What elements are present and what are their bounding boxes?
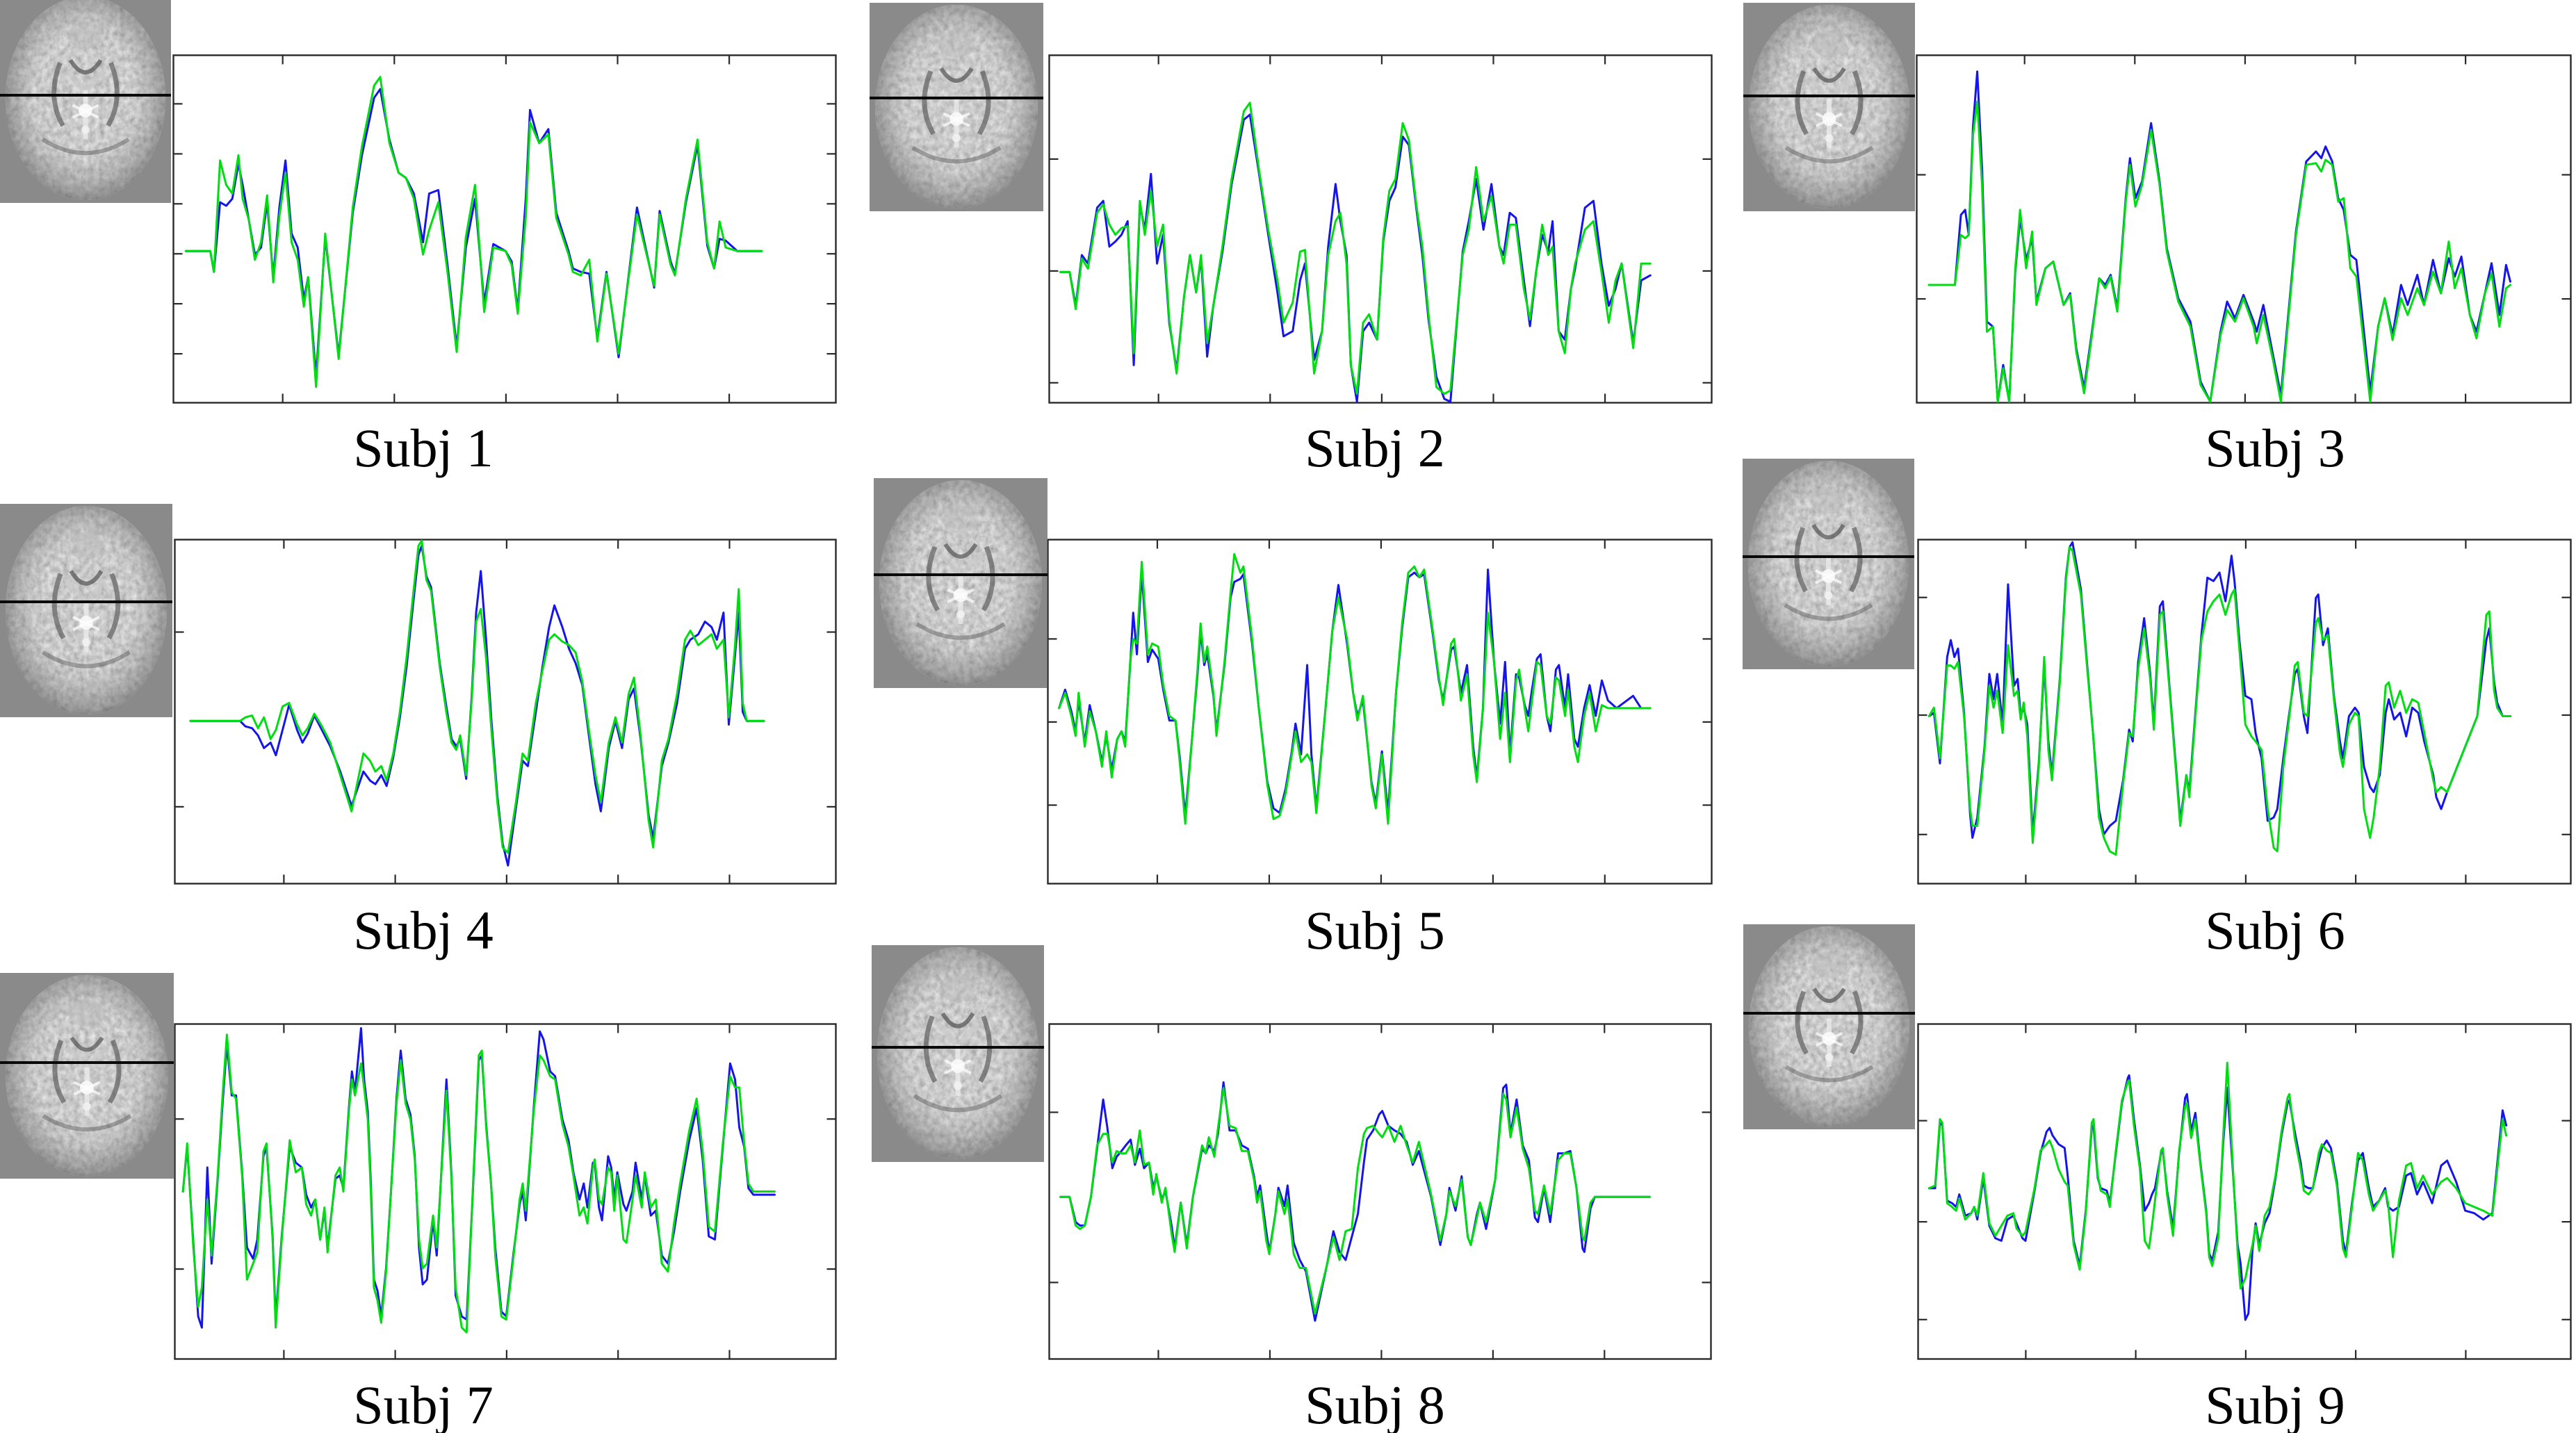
subject-label: Subj 6	[2205, 900, 2345, 960]
timecourse-plot	[1048, 54, 1713, 404]
slice-position-line	[870, 96, 1043, 99]
timecourse-plot	[174, 1023, 837, 1360]
subject-label: Subj 5	[1305, 900, 1445, 960]
brain-mri-inset	[1743, 924, 1915, 1129]
slice-position-line	[1743, 555, 1914, 558]
slice-position-line	[1743, 1012, 1915, 1015]
timecourse-plot	[1047, 539, 1713, 885]
subject-label: Subj 1	[353, 418, 494, 478]
slice-position-line	[874, 573, 1047, 576]
slice-position-line	[0, 93, 171, 97]
brain-mri-inset	[1743, 3, 1915, 211]
timecourse-plot	[172, 54, 837, 404]
slice-position-line	[872, 1045, 1044, 1049]
brain-mri-inset	[1743, 459, 1914, 669]
brain-mri-inset	[870, 3, 1043, 211]
slice-position-line	[0, 600, 172, 604]
slice-position-line	[1743, 94, 1915, 97]
subject-label: Subj 9	[2205, 1375, 2345, 1433]
timecourse-plot	[1917, 539, 2572, 885]
subject-label: Subj 2	[1305, 418, 1445, 478]
brain-mri-inset	[874, 478, 1047, 688]
subject-label: Subj 3	[2205, 418, 2345, 478]
subject-label: Subj 4	[353, 900, 494, 960]
brain-mri-inset	[0, 973, 174, 1179]
timecourse-plot	[1917, 1023, 2572, 1360]
timecourse-plot	[1916, 54, 2572, 404]
subject-label: Subj 7	[353, 1375, 494, 1433]
brain-mri-inset	[0, 0, 171, 203]
brain-mri-inset	[0, 504, 172, 717]
slice-position-line	[0, 1061, 174, 1065]
brain-mri-inset	[872, 945, 1044, 1162]
timecourse-plot	[174, 539, 837, 885]
timecourse-plot	[1048, 1023, 1712, 1360]
subject-label: Subj 8	[1305, 1375, 1445, 1433]
